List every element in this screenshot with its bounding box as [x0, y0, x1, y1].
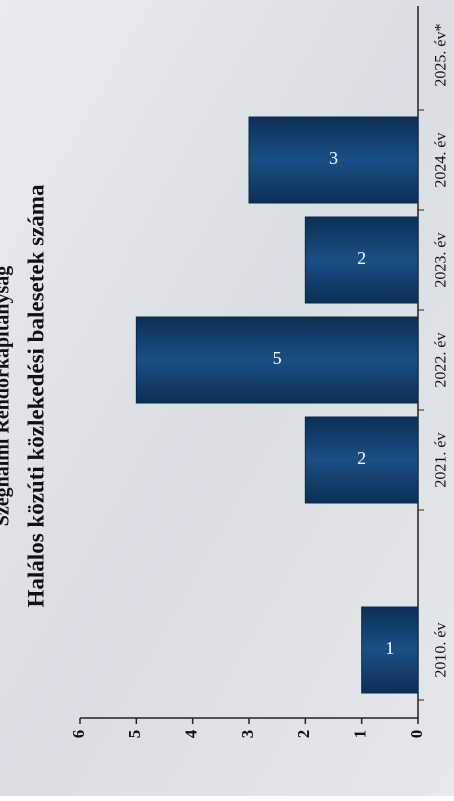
x-tick-label: 2010. év: [433, 622, 450, 677]
x-tick-label: 2024. év: [433, 132, 450, 187]
y-tick-label: 6: [69, 730, 88, 739]
bar: [248, 116, 419, 204]
x-tick-label: 2021. év: [433, 432, 450, 487]
value-label: 5: [273, 348, 282, 368]
y-tick-label: 4: [182, 729, 201, 738]
x-tick-label: 2025. év*: [433, 23, 450, 86]
y-tick-label: 1: [351, 730, 370, 739]
y-tick-label: 3: [238, 730, 257, 739]
y-tick-label: 2: [294, 730, 313, 739]
chart-subtitle: Szeghalmi Rendőrkapitányság: [0, 266, 14, 527]
rotated-chart: Szeghalmi Rendőrkapitányság Halálos közú…: [0, 6, 450, 738]
x-tick-label: 2023. év: [433, 232, 450, 287]
value-label: 3: [329, 148, 338, 168]
y-tick-label: 5: [125, 730, 144, 739]
y-tick-label: 0: [407, 730, 426, 739]
bar: [361, 606, 419, 694]
bar: [304, 216, 419, 304]
chart-title: Halálos közúti közlekedési balesetek szá…: [23, 184, 48, 607]
value-label: 2: [357, 448, 366, 468]
bar: [135, 316, 419, 404]
x-tick-label: 2022. év: [433, 332, 450, 387]
value-label: 2: [357, 248, 366, 268]
bar: [304, 416, 419, 504]
value-label: 1: [385, 638, 394, 658]
